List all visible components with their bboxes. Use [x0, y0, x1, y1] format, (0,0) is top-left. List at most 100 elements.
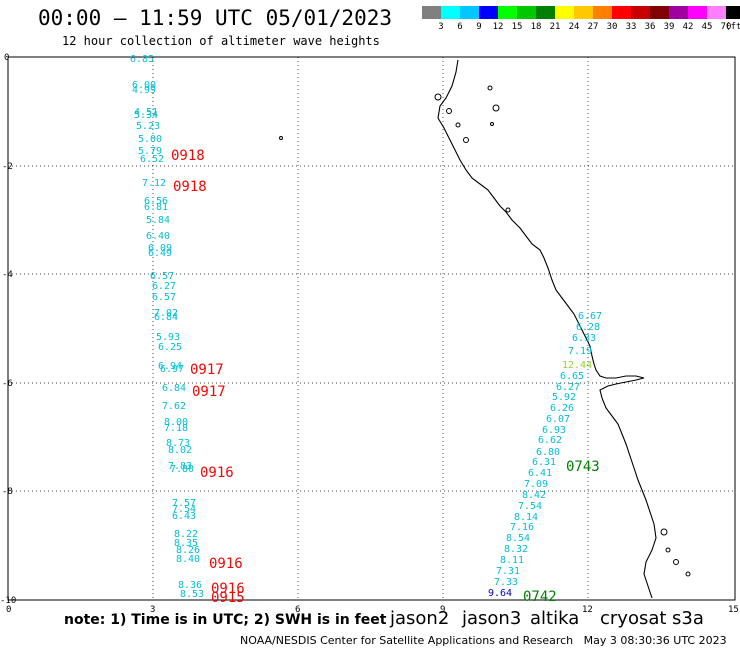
wave-height-label: 5.23: [136, 121, 160, 132]
legend-swatch: [460, 6, 479, 19]
legend-label: 12: [492, 22, 504, 32]
wave-height-label: 6.09: [148, 243, 172, 254]
legend-label: 36: [644, 22, 656, 32]
wave-height-label: 8.02: [168, 445, 192, 456]
satellite-cryosat: cryosat: [600, 608, 667, 629]
wave-height-label: 8.14: [514, 512, 538, 523]
wave-height-label: 6.27: [152, 281, 176, 292]
wave-height-label: 4.51: [134, 107, 158, 118]
wave-height-label: 6.07: [546, 414, 570, 425]
legend-swatch: [593, 6, 612, 19]
footer-note: note: 1) Time is in UTC; 2) SWH is in fe…: [64, 612, 387, 628]
wave-height-label: 5.93: [156, 332, 180, 343]
wave-height-label: 7.19: [568, 346, 592, 357]
x-tick: 0: [6, 605, 11, 615]
wave-height-label: 6.28: [576, 322, 600, 333]
wave-height-label: 6.00: [132, 80, 156, 91]
wave-height-label: 7.09: [524, 479, 548, 490]
wave-height-label: 9.64: [488, 588, 512, 599]
legend-swatch: [669, 6, 688, 19]
wave-height-label: 6.27: [556, 382, 580, 393]
wave-height-label: 5.00: [138, 134, 162, 145]
track-right: 6.676.286.33 7.19 12.446.656.275.926.266.0…: [488, 311, 602, 605]
wave-height-label: 6.41: [528, 468, 552, 479]
wave-height-label: 6.40: [146, 231, 170, 242]
satellite-jason3: jason3: [462, 608, 522, 629]
wave-height-label: 5.79: [138, 146, 162, 157]
credit-text: NOAA/NESDIS Center for Satellite Applica…: [240, 634, 574, 647]
wave-height-label: 4.99: [132, 85, 156, 96]
wave-height-label: 6.33: [572, 333, 596, 344]
legend-swatch: [726, 6, 740, 19]
wave-height-label: 7.02: [154, 308, 178, 319]
wave-height-label: 6.93: [542, 425, 566, 436]
grid-lines: [8, 57, 735, 600]
wave-height-label: 5.84: [146, 215, 170, 226]
legend-label: 15: [511, 22, 523, 32]
wave-height-label: 7.57: [172, 498, 196, 509]
wave-height-label: 7.80: [170, 464, 194, 475]
legend-label: 9: [476, 22, 482, 32]
wave-height-label: 8.32: [504, 544, 528, 555]
page-title: 00:00 — 11:59 UTC 05/01/2023: [38, 6, 393, 30]
wave-height-label: 6.31: [532, 457, 556, 468]
color-scale-legend: [422, 6, 740, 19]
pass-time-label: 0916: [200, 465, 234, 481]
wave-height-label: 8.53: [180, 589, 204, 600]
legend-swatch: [688, 6, 707, 19]
wave-height-label: 6.84: [154, 312, 178, 323]
x-tick: 15: [728, 605, 739, 615]
pass-time-label: 0916: [211, 581, 245, 597]
legend-label: 42: [682, 22, 694, 32]
x-tick: 6: [295, 605, 300, 615]
x-axis-ticks: 0 3 6 9 12 15: [6, 605, 739, 615]
legend-unit: (ft): [725, 22, 740, 32]
pass-time-label: 0917: [192, 384, 226, 400]
credit-line: NOAA/NESDIS Center for Satellite Applica…: [240, 634, 727, 647]
wave-height-label: 8.42: [522, 490, 546, 501]
wave-height-label: 7.62: [162, 401, 186, 412]
legend-label: 33: [625, 22, 637, 32]
wave-height-label: 8.73: [166, 438, 190, 449]
wave-height-label: 6.26: [550, 403, 574, 414]
y-tick: -6: [2, 379, 13, 389]
legend-label: 6: [457, 22, 463, 32]
wave-height-label: 7.31: [496, 566, 520, 577]
wave-height-label: 8.26: [176, 545, 200, 556]
wave-height-label: 7.16: [510, 522, 534, 533]
x-tick: 12: [582, 605, 593, 615]
pass-time-label: 0917: [190, 362, 224, 378]
wave-height-label: 7.18: [164, 423, 188, 434]
wave-height-label: 6.94: [158, 361, 182, 372]
wave-height-label: 6.62: [538, 435, 562, 446]
y-tick: -10: [0, 596, 16, 606]
legend-swatch: [517, 6, 536, 19]
wave-height-label: 8.22: [174, 529, 198, 540]
wave-height-label: 5.34: [134, 110, 158, 121]
y-tick: 0: [4, 53, 9, 63]
x-tick: 9: [440, 605, 445, 615]
y-tick: -2: [2, 162, 13, 172]
timestamp: May 3 08:30:36 UTC 2023: [583, 634, 727, 647]
legend-swatch: [441, 6, 460, 19]
plot-frame: [7, 56, 736, 601]
wave-height-label: 8.36: [178, 580, 202, 591]
y-axis-ticks: 0 -2 -4 -6 -8 -10: [0, 53, 16, 606]
legend-swatch: [707, 6, 726, 19]
satellite-jason2: jason2: [390, 608, 450, 629]
wave-height-label: 7.54: [518, 501, 542, 512]
coastline: [437, 59, 657, 599]
wave-height-label: 5.92: [552, 392, 576, 403]
wave-height-label: 6.85: [130, 54, 154, 65]
pass-time-label: 0916: [209, 556, 243, 572]
legend-label: 70: [720, 22, 732, 32]
wave-height-label: 12.44: [562, 360, 592, 371]
wave-height-label: 6.97: [160, 364, 184, 375]
x-tick: 3: [150, 605, 155, 615]
pass-time-label: 0918: [171, 148, 205, 164]
legend-label: 24: [568, 22, 580, 32]
wave-height-label: 7.83: [168, 461, 192, 472]
legend-swatch: [574, 6, 593, 19]
legend-swatch: [650, 6, 669, 19]
